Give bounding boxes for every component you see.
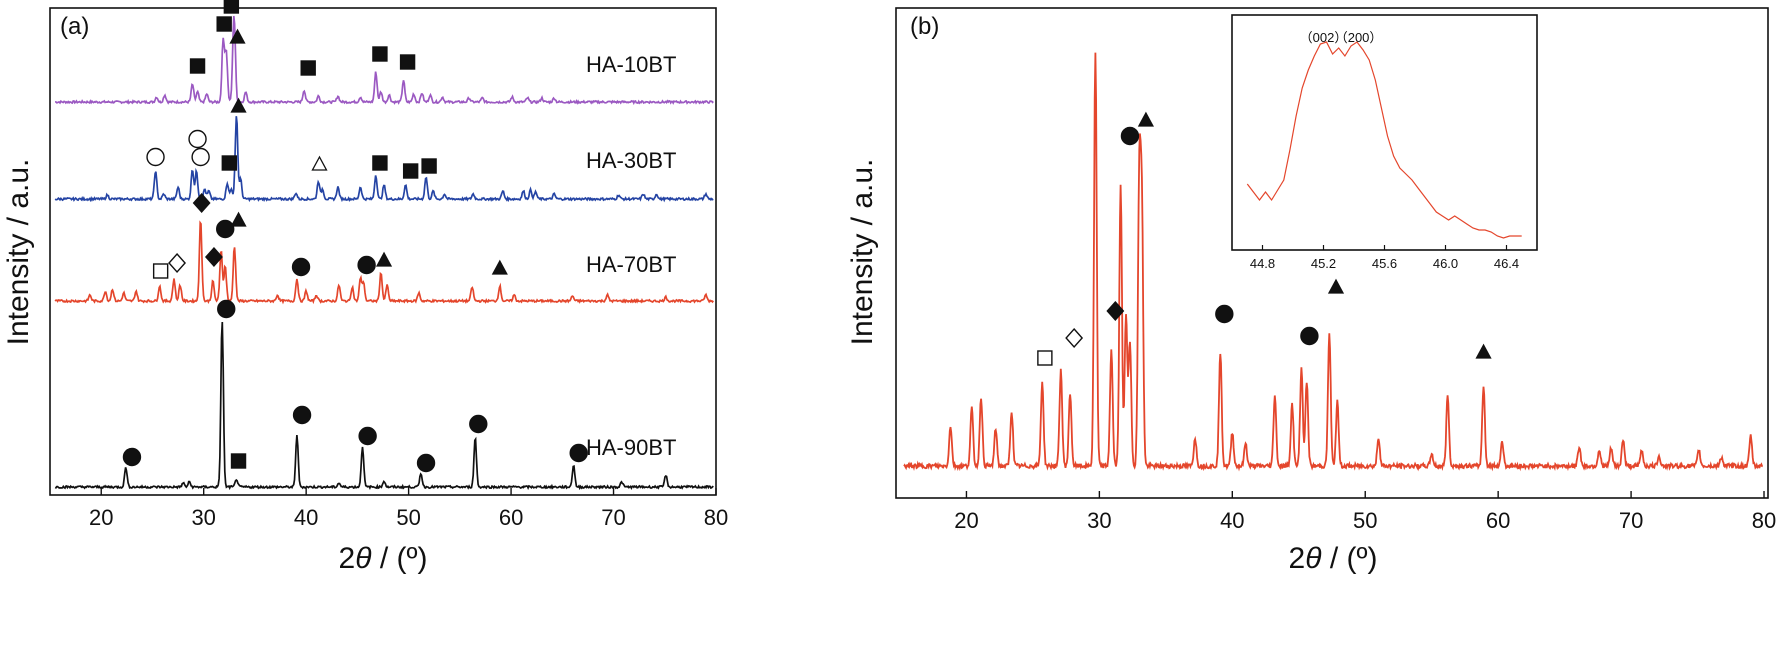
inset-line [1246, 41, 1522, 239]
marker-circle [358, 426, 377, 446]
marker-square [399, 54, 416, 70]
panel-b-label: (b) [910, 13, 939, 40]
marker-circle-open [188, 129, 207, 149]
x-tick-label: 40 [294, 505, 318, 530]
marker-circle [292, 405, 312, 425]
panel-a-label: (a) [60, 13, 89, 40]
marker-square [372, 46, 388, 62]
marker-triangle [229, 28, 246, 44]
marker-triangle [491, 259, 508, 275]
x-tick-label: 60 [499, 505, 523, 530]
panel-b: (b) 20 30 40 50 60 70 80 Intensity / a.u. 2θ /… [846, 7, 1776, 575]
x-tick-label: 50 [1353, 508, 1377, 533]
marker-circle [122, 447, 142, 467]
inset-tick-label: 46.4 [1494, 256, 1519, 271]
series-line-ha-10bt [54, 15, 714, 106]
x-tick-label: 40 [1220, 508, 1244, 533]
panel-a-markers [122, 0, 588, 473]
series-line [903, 52, 1764, 472]
marker-square [402, 163, 419, 179]
panel-a-y-axis-label: Intensity / a.u. [2, 159, 35, 346]
marker-square [230, 453, 247, 469]
x-tick-label: 80 [1752, 508, 1776, 533]
series-label-ha-70bt: HA-70BT [586, 252, 676, 277]
marker-triangle [1327, 278, 1345, 294]
panel-a-frame [49, 7, 717, 496]
marker-triangle [375, 251, 393, 267]
x-tick-label: 30 [191, 505, 215, 530]
marker-circle [1215, 304, 1234, 324]
panel-a: (a) 20 30 40 50 60 70 80 HA-10BT HA-30BT HA-70BT… [2, 0, 728, 575]
inset-peak-label: （002） [1300, 30, 1348, 45]
marker-diamond-open [1065, 327, 1084, 349]
marker-circle [1120, 126, 1140, 146]
x-tick-label: 80 [704, 505, 728, 530]
marker-circle [469, 414, 488, 434]
marker-triangle-open [311, 155, 328, 171]
x-tick-label: 30 [1087, 508, 1111, 533]
marker-square [223, 0, 240, 14]
panel-a-x-axis-label: 2θ / (º) [339, 542, 428, 575]
marker-circle-open [146, 147, 165, 167]
marker-square [300, 60, 316, 76]
marker-square [372, 155, 388, 171]
series-line-ha-90bt [54, 321, 714, 491]
series-label-ha-30bt: HA-30BT [586, 148, 676, 173]
panel-b-series [903, 52, 1764, 472]
inset-tick-label: 44.8 [1250, 256, 1275, 271]
series-label-ha-10bt: HA-10BT [586, 52, 676, 77]
panel-b-x-axis-label: 2θ / (º) [1289, 542, 1378, 575]
marker-diamond [205, 246, 223, 268]
inset-x-ticks: 44.8 45.2 45.6 46.0 46.4 [1250, 245, 1519, 271]
marker-square [189, 58, 206, 74]
marker-circle [217, 299, 236, 319]
panel-b-inset: 44.8 45.2 45.6 46.0 46.4 （002）（200） [1231, 14, 1538, 271]
marker-circle [569, 443, 588, 463]
marker-square [421, 158, 437, 174]
inset-series-line [1246, 41, 1522, 239]
marker-diamond [192, 192, 211, 214]
x-tick-label: 70 [601, 505, 625, 530]
inset-tick-label: 46.0 [1433, 256, 1458, 271]
inset-tick-label: 45.6 [1372, 256, 1397, 271]
panel-b-y-axis-label: Intensity / a.u. [846, 159, 879, 346]
marker-circle [1300, 326, 1319, 346]
marker-diamond-open [168, 252, 186, 274]
inset-peak-label: （200） [1335, 30, 1383, 45]
series-label-ha-90bt: HA-90BT [586, 435, 676, 460]
marker-circle-open [191, 147, 210, 167]
marker-circle [357, 255, 376, 275]
marker-square [221, 155, 238, 171]
panel-b-frame [895, 7, 1769, 499]
series-line-ha-30bt [54, 116, 714, 203]
marker-triangle [1475, 343, 1492, 359]
marker-circle [416, 453, 436, 473]
x-tick-label: 70 [1619, 508, 1643, 533]
marker-diamond [1106, 300, 1125, 322]
x-tick-label: 20 [89, 505, 113, 530]
inset-tick-label: 45.2 [1311, 256, 1336, 271]
panel-a-series [54, 15, 714, 491]
series-line-ha-70bt [54, 220, 714, 305]
marker-circle [216, 219, 235, 239]
x-tick-label: 50 [396, 505, 420, 530]
panel-a-series-labels: HA-10BT HA-30BT HA-70BT HA-90BT [586, 52, 676, 460]
panel-a-x-ticks: 20 30 40 50 60 70 80 [89, 488, 728, 530]
marker-circle [291, 257, 311, 277]
inset-frame [1231, 14, 1538, 251]
marker-triangle [230, 211, 247, 227]
marker-square-open [152, 263, 169, 279]
inset-peak-labels: （002）（200） [1300, 30, 1383, 45]
panel-b-x-ticks: 20 30 40 50 60 70 80 [954, 491, 1776, 533]
marker-square-open [1037, 350, 1053, 366]
panel-b-markers [1037, 111, 1492, 366]
marker-square [216, 16, 232, 32]
x-tick-label: 20 [954, 508, 978, 533]
x-tick-label: 60 [1486, 508, 1510, 533]
marker-triangle [230, 97, 247, 113]
marker-triangle [1137, 111, 1154, 127]
